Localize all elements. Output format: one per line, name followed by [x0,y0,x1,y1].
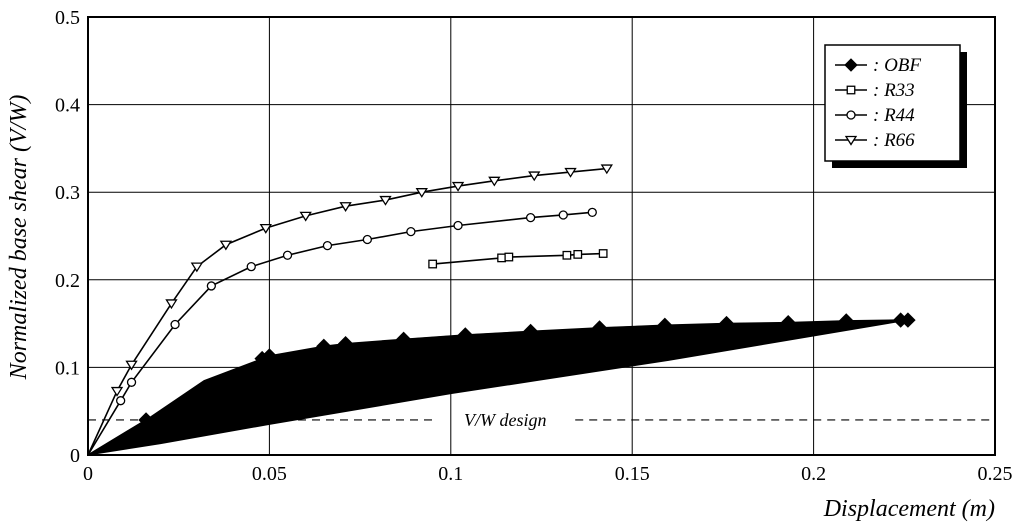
data-point [900,312,916,328]
legend-entry: : R66 [873,130,915,151]
series-line [87,167,607,456]
data-point [838,313,854,329]
data-point [600,164,613,175]
data-point [219,240,233,251]
series-2 [87,207,597,456]
legend-marker [844,58,858,72]
data-point [406,226,416,237]
legend-marker [846,110,856,120]
data-point [110,386,124,397]
legend-entry: : R33 [873,80,915,101]
data-point [591,320,608,336]
legend-marker [846,85,856,95]
data-point [718,315,735,332]
data-point [428,259,438,269]
legend-entry: : R44 [873,105,915,126]
tick-labels: 0 0.05 0.1 0.15 0.2 0.25 0 0.1 0.2 0.3 0.4 0.5 [55,7,1013,485]
legend-marker [844,135,858,146]
data-point [780,315,796,331]
data-point [587,207,597,217]
legend: : OBF : R33 : R44 : R66 [824,44,967,168]
data-point [573,249,583,259]
data-point [126,377,137,387]
data-point [362,234,373,245]
data-point [657,317,673,334]
x-tick-label: 0.1 [438,463,463,485]
y-tick-label: 0.4 [55,95,80,117]
x-axis-label: Displacement (m) [823,496,995,522]
series-layer [87,164,916,456]
x-tick-label: 0.15 [615,463,650,485]
data-point [525,212,536,223]
data-point [558,210,568,220]
data-point [379,195,392,206]
data-point [190,262,204,273]
y-tick-label: 0 [70,445,80,467]
data-point [337,336,354,352]
x-tick-label: 0.25 [978,463,1013,485]
y-tick-label: 0.3 [55,182,80,204]
data-point [339,202,352,212]
data-point [504,252,514,262]
series-3 [87,164,613,456]
data-point [299,211,312,222]
data-point [261,348,278,364]
data-point [259,223,272,234]
data-point [488,176,501,187]
data-point [138,412,154,428]
data-point [316,338,332,355]
data-point [453,220,463,231]
data-point [562,250,572,260]
x-tick-label: 0.05 [252,463,287,485]
data-point [415,188,428,198]
legend-entry: : OBF [873,55,921,76]
data-point [457,327,474,343]
data-point [125,360,138,371]
data-point [206,281,217,291]
series-0 [87,312,916,456]
data-point [598,249,608,258]
y-axis-label: Normalized base shear (V/W) [6,95,32,381]
data-point [522,323,539,340]
data-point [165,299,178,310]
design-line-label: V/W design [464,410,547,430]
data-point [395,331,412,348]
plot-frame [87,16,996,456]
series-fill-area [87,319,909,456]
y-tick-label: 0.5 [55,7,80,29]
y-tick-label: 0.2 [55,270,80,292]
data-point [322,240,333,251]
series-line [87,211,593,456]
data-point [528,171,541,182]
data-point [451,181,465,192]
x-tick-label: 0 [83,463,93,485]
y-tick-label: 0.1 [55,357,80,379]
data-point [246,262,256,272]
series-1 [428,249,608,269]
data-point [497,253,506,263]
data-point [282,250,293,260]
data-point [564,167,577,178]
data-point [116,396,126,406]
x-tick-label: 0.2 [801,463,826,485]
data-point [170,319,180,330]
